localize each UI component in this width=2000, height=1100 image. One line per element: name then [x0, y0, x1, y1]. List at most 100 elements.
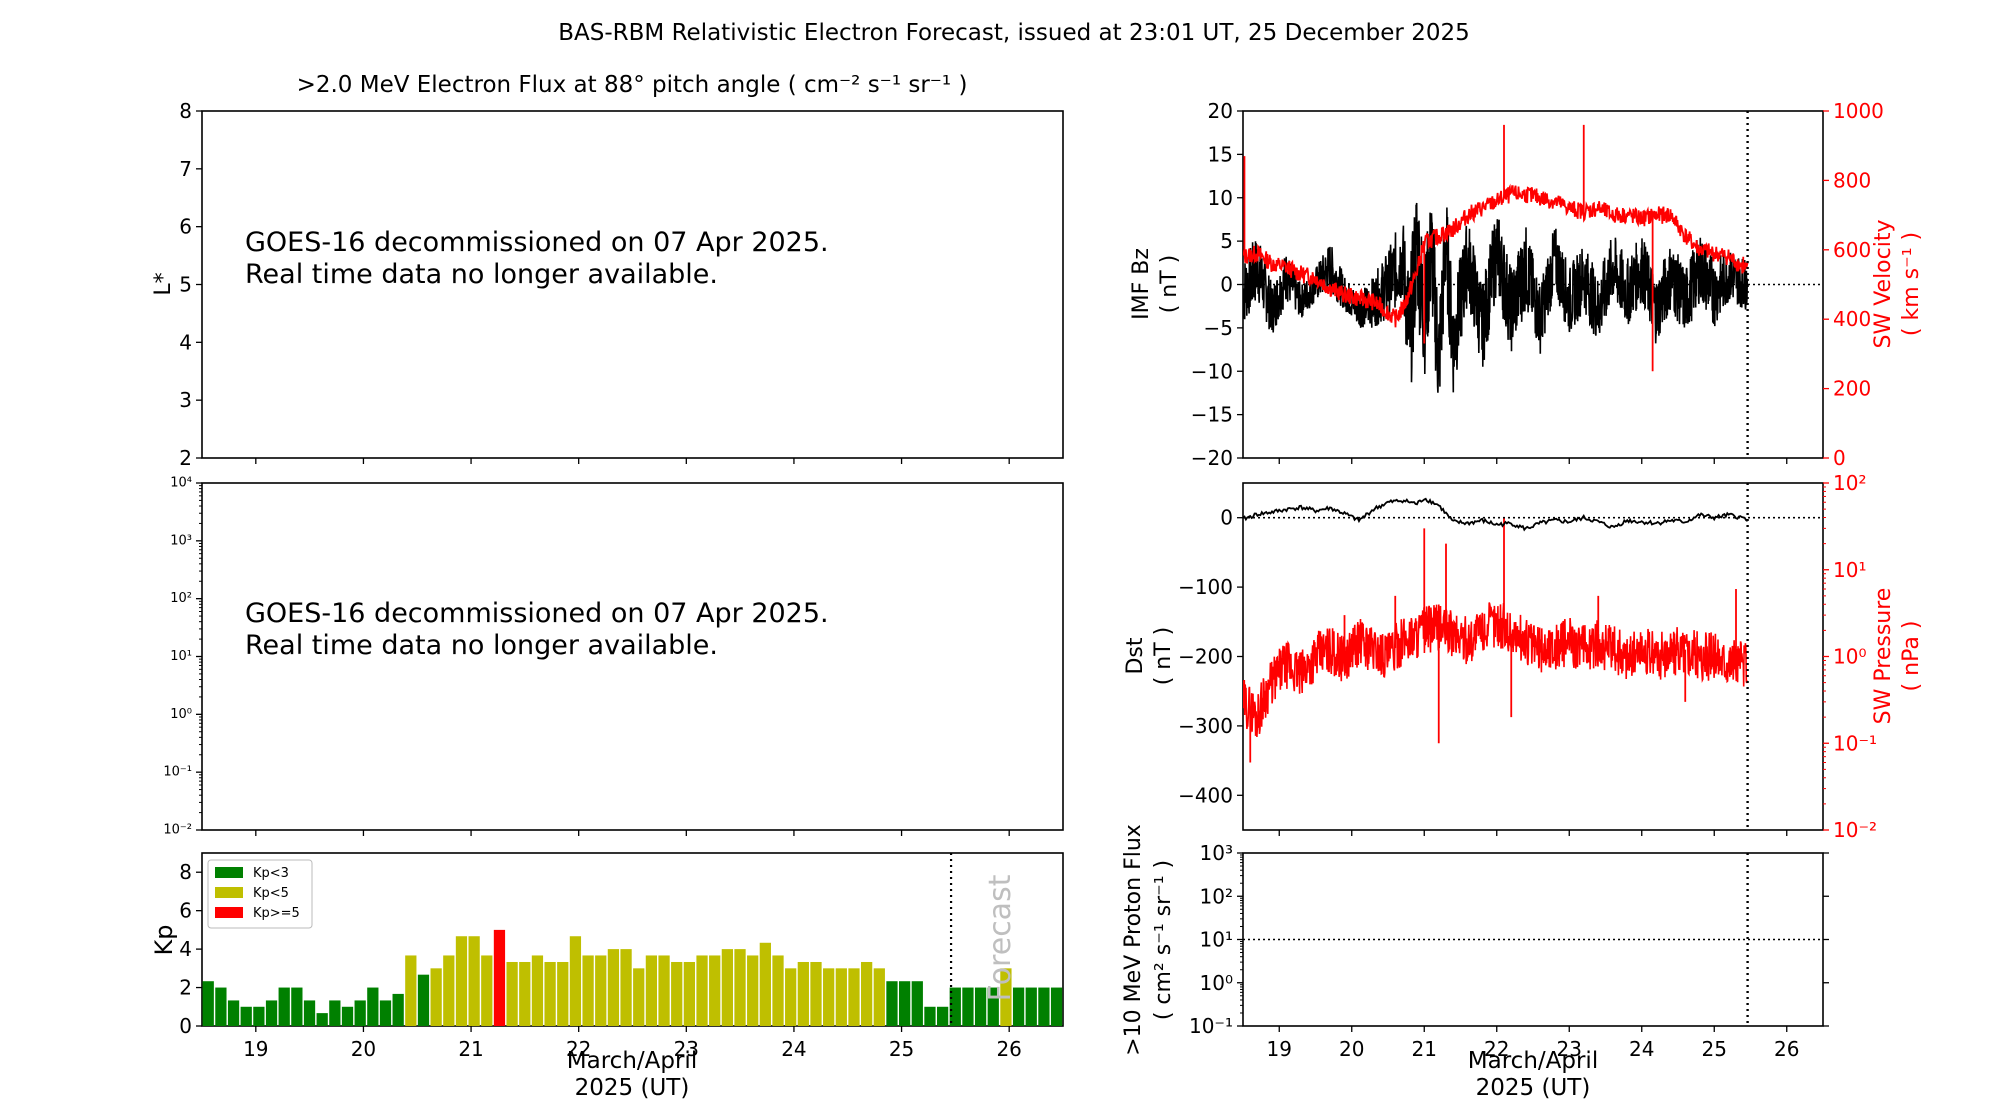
swv-y2tick-label: 800: [1833, 168, 1871, 192]
kp-legend-swatch: [215, 907, 243, 918]
lstar-ytick-label: 2: [179, 446, 192, 470]
imf-ytick-label: 0: [1220, 273, 1233, 297]
lstar-ytick-label: 3: [179, 388, 192, 412]
sw-velocity-line: [1243, 183, 1749, 328]
kp-bar: [1012, 987, 1025, 1026]
imf-bz-line: [1243, 202, 1749, 393]
kp-bar: [747, 955, 759, 1026]
kp-legend-swatch: [215, 867, 243, 878]
dst-plot-area: [1243, 497, 1749, 763]
kp-bar: [202, 981, 214, 1026]
lstar-ytick-label: 7: [179, 157, 192, 181]
kp-bar: [506, 961, 518, 1026]
proton-ylabel-line1: >10 MeV Proton Flux: [1121, 824, 1146, 1056]
kp-bar: [785, 968, 797, 1026]
left-xlabel-line2: 2025 (UT): [575, 1075, 690, 1100]
goes-ytick-label: 10⁴: [170, 476, 192, 491]
kp-bar: [481, 955, 493, 1026]
kp-bar: [354, 1000, 366, 1026]
kp-xtick-label: 21: [458, 1037, 483, 1061]
goes-ytick-label: 10¹: [170, 649, 192, 664]
kp-bar: [962, 987, 974, 1026]
right-xlabel-line1: March/April: [1468, 1048, 1598, 1074]
kp-bar: [291, 987, 303, 1026]
kp-bar: [278, 987, 290, 1026]
proton-ytick-label: 10⁰: [1200, 971, 1233, 995]
kp-bar: [430, 968, 442, 1026]
swv-y2tick-label: 400: [1833, 307, 1871, 331]
dst-ytick-label: −200: [1178, 645, 1233, 669]
dst-ylabel-line2: ( nT ): [1151, 627, 1176, 686]
kp-bar: [215, 987, 227, 1026]
goes-ytick-label: 10⁰: [170, 707, 192, 722]
kp-bar: [367, 987, 379, 1026]
left-xlabel-line1: March/April: [567, 1048, 697, 1074]
kp-bar: [987, 987, 999, 1026]
proton-ytick-label: 10²: [1200, 884, 1233, 908]
kp-legend-label: Kp<5: [253, 886, 289, 901]
kp-bar: [620, 949, 632, 1026]
kp-bar: [316, 1013, 328, 1026]
kp-bar: [405, 955, 417, 1026]
kp-bar: [810, 961, 822, 1026]
kp-bar: [227, 1000, 240, 1026]
imf-ytick-label: −5: [1204, 316, 1233, 340]
goes-ytick-label: 10⁻¹: [163, 765, 192, 780]
kp-ytick-label: 6: [179, 899, 192, 923]
kp-ytick-label: 8: [179, 860, 192, 884]
figure-title: BAS-RBM Relativistic Electron Forecast, …: [558, 20, 1469, 46]
swv-y2tick-label: 600: [1833, 238, 1871, 262]
kp-ytick-label: 4: [179, 937, 192, 961]
kp-bar: [823, 968, 835, 1026]
dst-line: [1243, 497, 1749, 532]
kp-bar: [772, 955, 784, 1026]
imf-ytick-label: 20: [1208, 99, 1233, 123]
kp-bar: [1000, 968, 1012, 1026]
kp-bar: [443, 955, 455, 1026]
kp-bar: [265, 1000, 278, 1026]
swv-y2tick-label: 1000: [1833, 99, 1884, 123]
kp-bar: [683, 961, 696, 1026]
lstar-ytick-label: 5: [179, 273, 192, 297]
kp-legend-label: Kp<3: [253, 866, 289, 881]
kp-xtick-label: 24: [781, 1037, 806, 1061]
kp-bar: [519, 961, 531, 1026]
proton-xtick-label: 22: [1484, 1037, 1509, 1061]
proton-ylabel-line2: ( cm² s⁻¹ sr⁻¹ ): [1151, 860, 1176, 1020]
kp-bar: [455, 936, 468, 1026]
kp-legend-swatch: [215, 887, 243, 898]
swp-ylabel-line1: SW Pressure: [1871, 588, 1896, 725]
swp-y2tick-label: 10⁰: [1833, 645, 1866, 669]
kp-bar: [898, 981, 911, 1026]
kp-bar: [341, 1006, 354, 1026]
swp-y2tick-label: 10¹: [1833, 558, 1866, 582]
lstar-message-line2: Real time data no longer available.: [245, 259, 718, 290]
proton-xtick-label: 24: [1629, 1037, 1654, 1061]
kp-bar: [531, 955, 544, 1026]
swv-y2tick-label: 0: [1833, 446, 1846, 470]
imf-ytick-label: −15: [1191, 403, 1233, 427]
imf-ytick-label: −10: [1191, 359, 1233, 383]
goes-message-line2: Real time data no longer available.: [245, 630, 718, 661]
proton-ytick-label: 10⁻¹: [1189, 1014, 1233, 1038]
kp-legend: Kp<3 Kp<5 Kp>=5: [207, 859, 313, 929]
kp-bar: [569, 936, 582, 1026]
kp-bar: [848, 968, 860, 1026]
kp-bar: [1025, 987, 1037, 1026]
swp-y2tick-label: 10²: [1833, 471, 1866, 495]
imf-ytick-label: 15: [1208, 142, 1233, 166]
kp-bar: [329, 1000, 341, 1026]
kp-bar: [557, 961, 569, 1026]
imf-ytick-label: 10: [1208, 186, 1233, 210]
imf-ylabel-line2: ( nT ): [1157, 255, 1182, 314]
proton-xtick-label: 19: [1267, 1037, 1292, 1061]
imf-ytick-label: −20: [1191, 446, 1233, 470]
proton-xtick-label: 23: [1557, 1037, 1582, 1061]
dst-ytick-label: 0: [1220, 506, 1233, 530]
goes-ytick-label: 10³: [170, 533, 192, 548]
dst-ytick-label: −100: [1178, 575, 1233, 599]
swp-y2tick-label: 10⁻¹: [1833, 731, 1877, 755]
kp-bar: [924, 1006, 936, 1026]
kp-ytick-label: 0: [179, 1014, 192, 1038]
